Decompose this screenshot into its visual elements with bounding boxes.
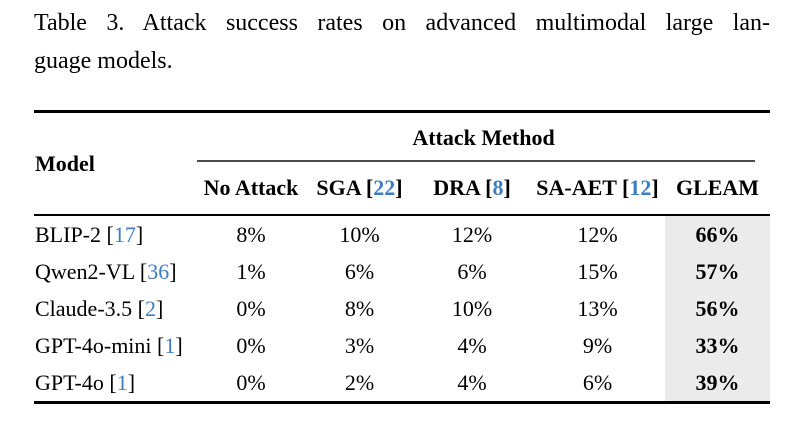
model-cell: Qwen2-VL [36] — [35, 258, 177, 284]
table-caption: Table 3. Attack success rates on advance… — [34, 4, 770, 80]
group-header-row: Model Attack Method — [34, 111, 770, 216]
value-cell-sga: 8% — [344, 295, 375, 321]
value-cell-dra: 12% — [451, 221, 493, 247]
column-header-model: Model — [34, 111, 197, 216]
value-cell-sa-aet: 9% — [582, 332, 613, 358]
value-cell-sga: 6% — [344, 258, 375, 284]
table-row-qwen2-vl: Qwen2-VL [36] 1% 6% 6% 15% 57% — [34, 253, 771, 290]
attack-method-label: Attack Method — [412, 124, 555, 150]
value-cell-gleam: 57% — [665, 253, 771, 290]
value-cell-gleam: 39% — [665, 364, 771, 403]
citation-link[interactable]: 2 — [144, 295, 156, 321]
citation-link[interactable]: 1 — [164, 332, 176, 358]
value-cell-gleam: 33% — [665, 327, 771, 364]
column-header-gleam: GLEAM — [665, 162, 771, 216]
model-cell: Claude-3.5 [2] — [35, 295, 164, 321]
value-cell-no-attack: 8% — [236, 221, 266, 247]
column-header-sa-aet: SA-AET [12] — [530, 162, 665, 216]
table-row-claude-3-5: Claude-3.5 [2] 0% 8% 10% 13% 56% — [34, 290, 771, 327]
value-cell-no-attack: 0% — [236, 369, 266, 395]
value-cell-sga: 3% — [344, 332, 375, 358]
sub-header-row: No Attack SGA [22] DRA [8] SA-AET [12] G… — [34, 162, 771, 216]
attack-method-underline — [197, 160, 756, 162]
value-cell-gleam: 56% — [665, 290, 771, 327]
value-cell-dra: 10% — [451, 295, 493, 321]
citation-link[interactable]: 17 — [113, 221, 136, 247]
column-header-no-attack: No Attack — [197, 162, 305, 216]
citation-link[interactable]: 22 — [373, 175, 396, 200]
value-cell-dra: 4% — [457, 369, 487, 395]
value-cell-sa-aet: 12% — [577, 221, 618, 247]
value-cell-sga: 2% — [344, 369, 375, 395]
model-cell: GPT-4o [1] — [35, 369, 136, 395]
citation-link[interactable]: 36 — [147, 258, 170, 284]
table-row-gpt-4o: GPT-4o [1] 0% 2% 4% 6% 39% — [34, 364, 771, 403]
citation-link[interactable]: 1 — [116, 369, 128, 395]
table-row-gpt-4o-mini: GPT-4o-mini [1] 0% 3% 4% 9% 33% — [34, 327, 771, 364]
citation-link[interactable]: 12 — [629, 175, 652, 200]
value-cell-no-attack: 0% — [236, 332, 266, 358]
value-cell-sa-aet: 13% — [577, 295, 618, 321]
results-table-container: Model Attack Method No Attack SGA [22] D… — [34, 110, 771, 404]
model-cell: GPT-4o-mini [1] — [35, 332, 183, 358]
column-header-dra: DRA [8] — [414, 162, 530, 216]
column-header-sga: SGA [22] — [305, 162, 414, 216]
model-cell: BLIP-2 [17] — [35, 221, 144, 247]
results-table: Model Attack Method No Attack SGA [22] D… — [34, 110, 771, 404]
value-cell-dra: 4% — [457, 332, 487, 358]
value-cell-no-attack: 0% — [236, 295, 266, 321]
column-group-header-attack-method: Attack Method — [197, 112, 770, 162]
value-cell-no-attack: 1% — [236, 258, 266, 284]
table-caption-line-1: Table 3. Attack success rates on advance… — [34, 10, 770, 36]
value-cell-sa-aet: 15% — [577, 258, 618, 284]
value-cell-gleam: 66% — [665, 215, 771, 253]
citation-link[interactable]: 8 — [492, 175, 504, 200]
value-cell-sga: 10% — [339, 221, 380, 247]
table-caption-line-2: guage models. — [34, 48, 173, 74]
value-cell-dra: 6% — [457, 258, 487, 284]
value-cell-sa-aet: 6% — [582, 369, 613, 395]
table-row-blip-2: BLIP-2 [17] 8% 10% 12% 12% 66% — [34, 215, 771, 253]
